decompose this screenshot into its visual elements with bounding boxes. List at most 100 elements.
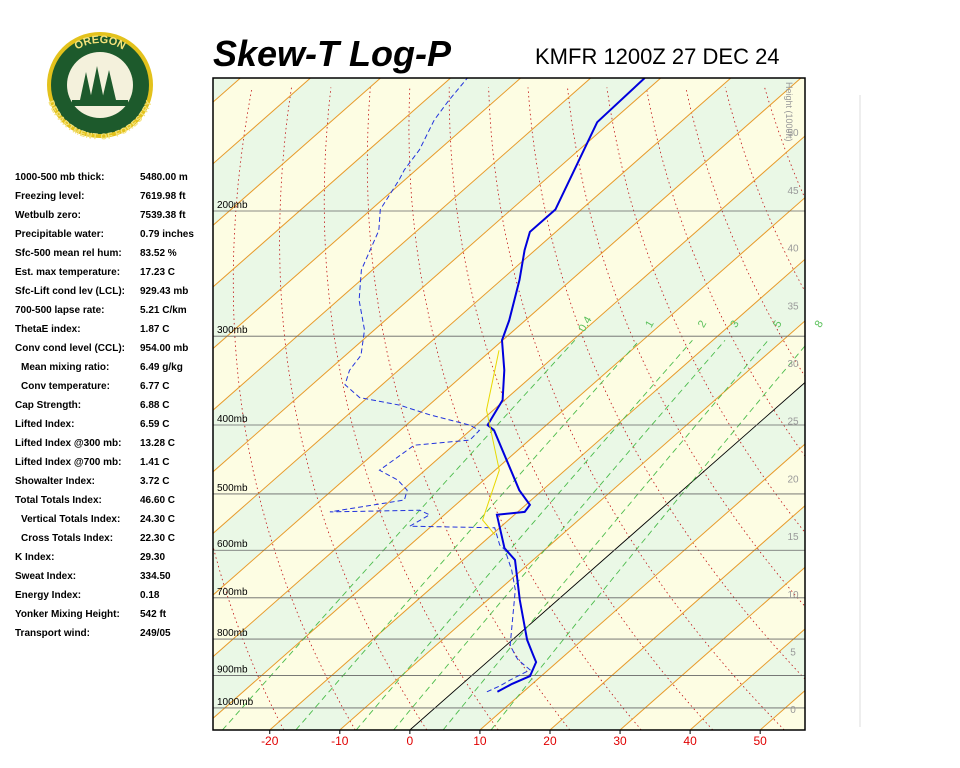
y2-tick-label: 5 xyxy=(790,648,796,659)
stat-label: Total Totals Index: xyxy=(15,495,102,506)
stat-label: Sweat Index: xyxy=(15,571,76,582)
mixing-ratio-line xyxy=(393,340,726,730)
y2-tick-label: 0 xyxy=(790,705,796,716)
axes: 0.4 1 2 3 5 8200mb300mb400mb500mb600mb700mb80… xyxy=(217,82,826,748)
stat-label: Wetbulb zero: xyxy=(15,210,81,221)
isotherm xyxy=(213,78,521,350)
stat-value: 6.88 C xyxy=(140,400,169,411)
stat-value: 7619.98 ft xyxy=(140,191,186,202)
stat-label: Est. max temperature: xyxy=(15,267,120,278)
mixing-ratio-label: 2 xyxy=(696,319,709,330)
isotherm-band xyxy=(830,78,960,730)
isotherm xyxy=(213,78,732,535)
stat-value: 6.59 C xyxy=(140,419,169,430)
stat-value: 3.72 C xyxy=(140,476,169,487)
isotherm xyxy=(213,78,381,227)
stat-label: Yonker Mixing Height: xyxy=(15,609,120,620)
stat-label: Lifted Index @300 mb: xyxy=(15,438,121,449)
stat-label: Cap Strength: xyxy=(15,400,81,411)
y-tick-label: 400mb xyxy=(217,414,248,425)
chart-subtitle: KMFR 1200Z 27 DEC 24 xyxy=(535,44,780,69)
x-tick-label: 0 xyxy=(407,734,414,748)
profile-line xyxy=(486,78,646,693)
stat-value: 22.30 C xyxy=(140,533,175,544)
stat-label: Precipitable water: xyxy=(15,229,104,240)
logo-ground xyxy=(72,100,128,106)
mixing-ratio-label: 3 xyxy=(728,319,741,330)
y2-tick-label: 30 xyxy=(787,359,799,370)
x-tick-label: 30 xyxy=(613,734,627,748)
dry-adiabat xyxy=(685,87,805,378)
stat-value: 954.00 mb xyxy=(140,343,188,354)
y-tick-label: 300mb xyxy=(217,325,248,336)
y-tick-label: 200mb xyxy=(217,200,248,211)
y2-tick-label: 50 xyxy=(787,128,799,139)
mixing-ratio-label: 8 xyxy=(813,319,826,330)
y-tick-label: 1000mb xyxy=(217,697,254,708)
stat-value: 1.87 C xyxy=(140,324,169,335)
plot-frame xyxy=(212,77,806,731)
stat-label: 700-500 lapse rate: xyxy=(15,305,105,316)
y-tick-label: 900mb xyxy=(217,664,248,675)
stats-panel: 1000-500 mb thick: 5480.00 m Freezing leve… xyxy=(15,172,194,639)
isotherm-band xyxy=(213,78,805,657)
y-tick-label: 600mb xyxy=(217,539,248,550)
x-tick-label: -10 xyxy=(331,734,349,748)
isotherm xyxy=(213,78,802,596)
dry-adiabat xyxy=(488,87,785,730)
logo: OREGON DEPARTMENT OF FORESTRY xyxy=(46,32,154,141)
stat-label: Sfc-Lift cond lev (LCL): xyxy=(15,286,125,297)
y2-tick-label: 20 xyxy=(787,474,799,485)
stat-value: 13.28 C xyxy=(140,438,175,449)
x-tick-label: 40 xyxy=(683,734,697,748)
stat-value: 0.18 xyxy=(140,590,160,601)
dry-adiabat xyxy=(883,87,960,730)
y2-axis-label: Height (1000ft) xyxy=(784,82,794,142)
stat-value: 0.79 inches xyxy=(140,229,194,240)
stat-value: 6.49 g/kg xyxy=(140,362,183,373)
stat-label: Energy Index: xyxy=(15,590,81,601)
stat-label: Transport wind: xyxy=(15,628,90,639)
y2-tick-label: 40 xyxy=(787,244,799,255)
profile-line xyxy=(482,350,500,536)
stat-label: Lifted Index: xyxy=(15,419,74,430)
x-tick-label: -20 xyxy=(261,734,279,748)
plot-background xyxy=(213,78,960,730)
stat-label: Showalter Index: xyxy=(15,476,95,487)
stat-value: 5480.00 m xyxy=(140,172,188,183)
isotherm xyxy=(213,78,662,473)
logo-top-text: OREGON xyxy=(73,34,128,53)
dry-adiabat xyxy=(279,87,428,730)
y-tick-label: 700mb xyxy=(217,587,248,598)
stat-label: Conv cond level (CCL): xyxy=(15,343,125,354)
mixing-ratio-line xyxy=(355,340,693,730)
stat-value: 17.23 C xyxy=(140,267,175,278)
dry-adiabat xyxy=(213,544,285,730)
mixing-ratio-label: 5 xyxy=(771,319,784,330)
stat-label: Conv temperature: xyxy=(21,381,110,392)
y-tick-label: 800mb xyxy=(217,628,248,639)
y2-tick-label: 25 xyxy=(787,417,799,428)
isotherm xyxy=(479,443,805,730)
y2-tick-label: 45 xyxy=(787,186,799,197)
isotherm xyxy=(213,78,592,411)
stat-label: Freezing level: xyxy=(15,191,84,202)
dry-adiabat xyxy=(232,87,356,730)
stat-value: 542 ft xyxy=(140,609,167,620)
dry-adiabat xyxy=(803,87,805,92)
stat-label: K Index: xyxy=(15,552,54,563)
isotherm xyxy=(830,78,960,730)
y-tick-label: 500mb xyxy=(217,483,248,494)
stat-value: 46.60 C xyxy=(140,495,175,506)
y2-tick-label: 10 xyxy=(787,590,799,601)
isotherm xyxy=(213,196,805,719)
y2-tick-label: 35 xyxy=(787,301,799,312)
mixing-ratio-label: 1 xyxy=(643,319,656,330)
stat-label: Vertical Totals Index: xyxy=(21,514,120,525)
dry-adiabat xyxy=(408,87,642,730)
isotherm xyxy=(549,505,805,730)
isotherm xyxy=(269,258,805,730)
stat-label: Mean mixing ratio: xyxy=(21,362,109,373)
stat-value: 6.77 C xyxy=(140,381,169,392)
x-tick-label: 20 xyxy=(543,734,557,748)
